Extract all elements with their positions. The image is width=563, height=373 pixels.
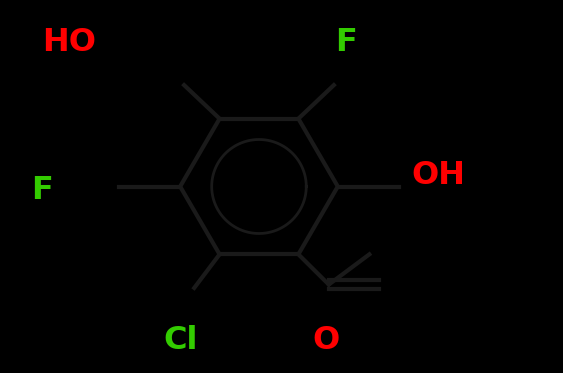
Text: F: F	[31, 175, 53, 206]
Text: OH: OH	[411, 160, 465, 191]
Text: O: O	[312, 325, 339, 355]
Text: F: F	[335, 27, 357, 58]
Text: Cl: Cl	[163, 325, 198, 355]
Text: HO: HO	[42, 27, 96, 58]
